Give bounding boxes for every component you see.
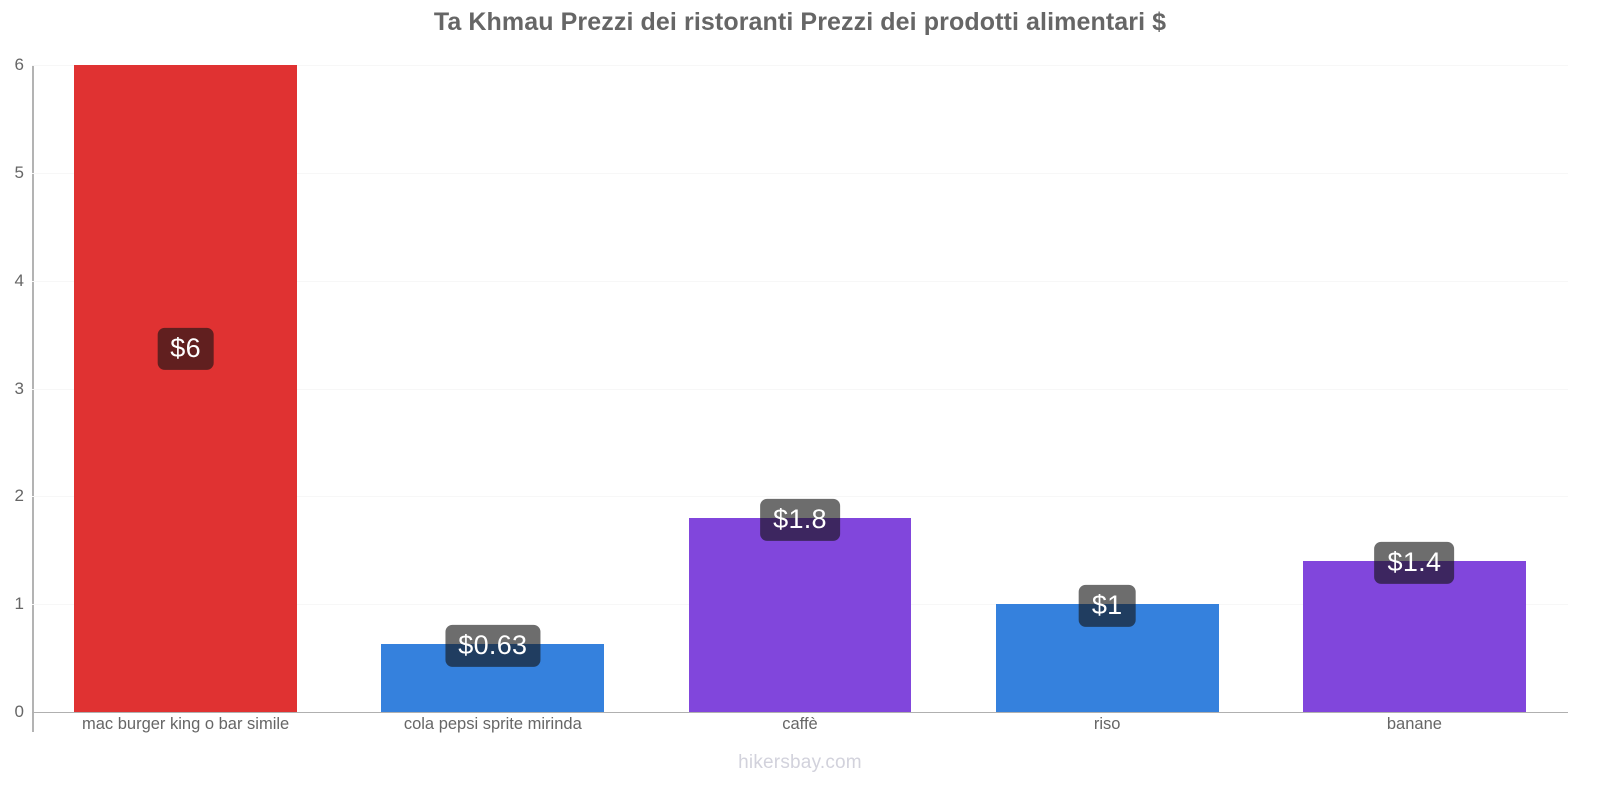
bar-value-label: $6 [157,327,214,371]
gridline-5 [32,172,1568,174]
x-tick-label: caffè [782,715,818,733]
x-tick-label: cola pepsi sprite mirinda [403,715,582,733]
y-tick-label: 6 [14,55,24,74]
bar-value-label: $1.8 [760,498,840,542]
y-tick-label: 0 [14,702,24,721]
gridline-6 [32,65,1568,66]
plot-area: $6 $0.63 $1.8 $1 $1.4 [32,65,1568,713]
gridline-4 [32,280,1568,282]
bar-0[interactable] [74,65,297,712]
y-tick-label: 1 [14,594,24,614]
footer-credit: hikersbay.com [738,752,862,773]
page-title: Ta Khmau Prezzi dei ristoranti Prezzi de… [433,8,1167,36]
x-tick-label: riso [1093,715,1121,733]
y-tick-label: 3 [14,378,24,398]
bar-value-label: $1.4 [1374,541,1455,585]
gridline-2 [32,496,1568,498]
bar-2[interactable] [688,517,912,712]
x-tick-label: banane [1386,715,1442,733]
bar-4[interactable] [1303,561,1526,712]
bar-value-label: $1 [1078,585,1136,628]
gridline-0 [32,712,1568,713]
bar-value-label: $0.63 [445,624,541,668]
y-tick-label: 4 [14,270,24,290]
y-tick-label: 2 [14,486,24,506]
y-axis-line [32,65,34,732]
y-tick-label: 5 [14,162,24,182]
gridline-3 [32,388,1568,390]
x-tick-label: mac burger king o bar simile [81,715,290,733]
